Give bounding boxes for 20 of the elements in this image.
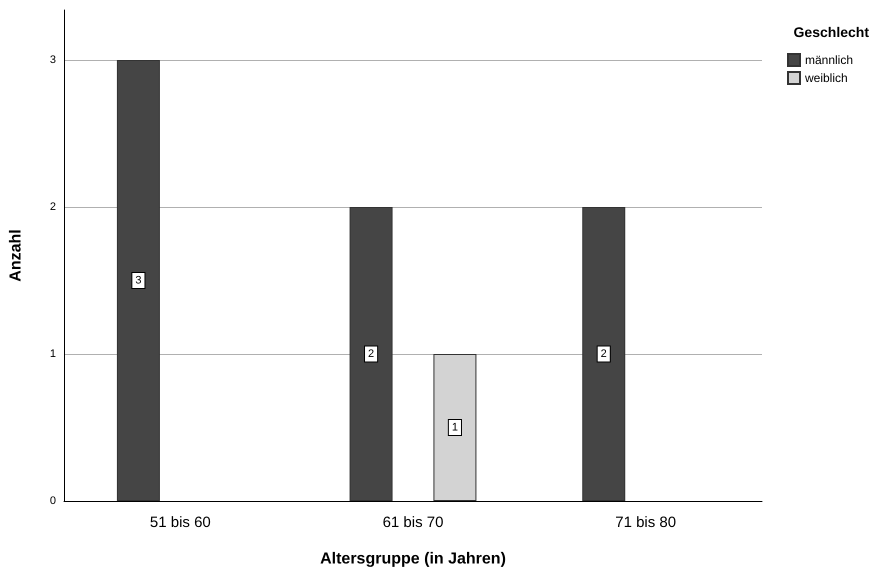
data-label: 1: [452, 421, 458, 434]
data-label: 2: [368, 348, 374, 360]
data-label: 3: [135, 274, 142, 286]
x-tick-label: 51 bis 60: [150, 514, 211, 531]
y-tick-label: 3: [50, 54, 56, 66]
y-tick-label: 0: [50, 495, 56, 507]
x-tick-label: 71 bis 80: [615, 514, 676, 531]
x-tick-label: 61 bis 70: [382, 514, 444, 531]
bar: [116, 60, 160, 501]
y-tick-label: 1: [50, 348, 56, 360]
legend-title: Geschlecht: [794, 24, 870, 40]
legend-label: weiblich: [804, 71, 848, 85]
bar: [350, 206, 393, 501]
x-axis-title: Altersgruppe (in Jahren): [320, 550, 506, 568]
bar: [433, 354, 476, 501]
legend-label: männlich: [805, 53, 854, 67]
bar: [582, 206, 626, 501]
data-label: 2: [600, 348, 607, 360]
y-axis-title: Anzahl: [8, 229, 24, 282]
y-tick-label: 2: [50, 200, 56, 213]
